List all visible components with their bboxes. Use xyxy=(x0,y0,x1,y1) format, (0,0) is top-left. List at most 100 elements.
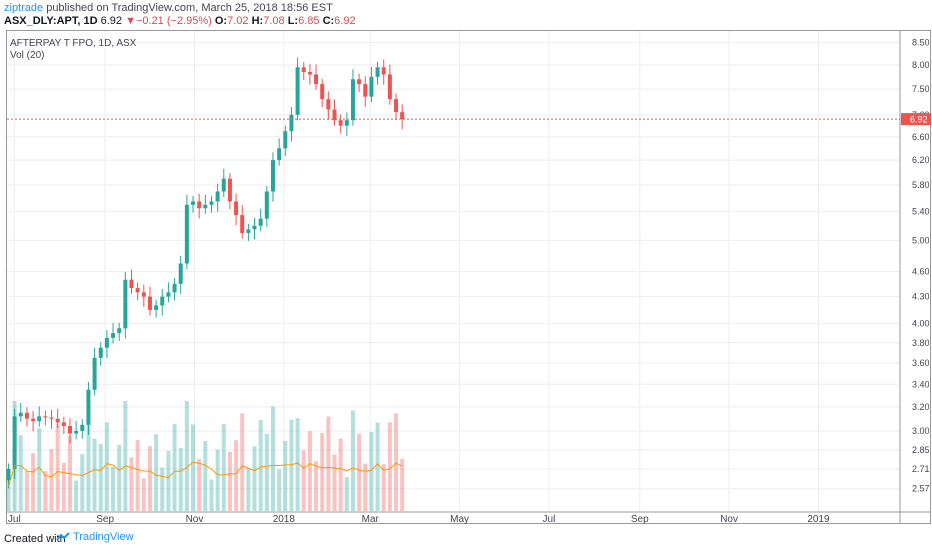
price-tick-label: 6.60 xyxy=(912,132,930,142)
candle[interactable] xyxy=(117,328,122,334)
candle[interactable] xyxy=(400,112,405,120)
candle[interactable] xyxy=(74,430,79,434)
chart-pane[interactable] xyxy=(6,30,931,524)
symbol-legend: AFTERPAY T FPO, 1D, ASX xyxy=(10,38,137,49)
candle[interactable] xyxy=(37,416,42,422)
time-tick-label: Sep xyxy=(96,514,114,525)
candle[interactable] xyxy=(234,201,239,216)
candle[interactable] xyxy=(197,201,202,209)
candle[interactable] xyxy=(338,120,343,126)
candle[interactable] xyxy=(350,79,355,121)
volume-bar xyxy=(178,447,183,511)
candle[interactable] xyxy=(191,201,196,205)
candle[interactable] xyxy=(221,178,226,192)
candle[interactable] xyxy=(270,160,275,192)
candle[interactable] xyxy=(258,218,263,226)
change-down-icon: ▼ xyxy=(125,15,136,27)
candle[interactable] xyxy=(141,292,146,297)
volume-bar xyxy=(191,424,196,511)
candle[interactable] xyxy=(227,178,232,202)
candle[interactable] xyxy=(344,120,349,126)
volume-bar xyxy=(172,423,177,511)
candle[interactable] xyxy=(6,468,11,481)
candle[interactable] xyxy=(18,412,23,417)
candle[interactable] xyxy=(178,263,183,284)
candle[interactable] xyxy=(184,204,189,264)
candle[interactable] xyxy=(92,357,97,390)
candle[interactable] xyxy=(166,292,171,297)
candle[interactable] xyxy=(326,99,331,110)
candle[interactable] xyxy=(277,148,282,161)
volume-bar xyxy=(270,406,275,511)
volume-ma-line xyxy=(7,461,403,487)
volume-bar xyxy=(197,459,202,511)
volume-bar xyxy=(117,444,122,511)
volume-bar xyxy=(234,440,239,511)
candle[interactable] xyxy=(209,201,214,205)
open-value: 7.02 xyxy=(227,15,249,27)
candle[interactable] xyxy=(123,279,128,329)
candle[interactable] xyxy=(24,412,29,419)
low-label: L: xyxy=(287,15,299,27)
price-tick-label: 6.20 xyxy=(912,155,930,165)
volume-bar xyxy=(92,438,97,511)
volume-bar xyxy=(369,432,374,511)
candle[interactable] xyxy=(98,347,103,358)
candle[interactable] xyxy=(80,424,85,431)
candle[interactable] xyxy=(314,74,319,85)
candle[interactable] xyxy=(252,225,257,230)
volume-bar xyxy=(344,477,349,511)
volume-bar xyxy=(49,449,54,511)
price-tick-label: 7.50 xyxy=(912,84,930,94)
candle[interactable] xyxy=(55,418,60,423)
candle[interactable] xyxy=(264,191,269,219)
candle[interactable] xyxy=(86,389,91,425)
tradingview-brand[interactable]: TradingView xyxy=(56,531,134,543)
time-tick-label: Jul xyxy=(8,514,21,525)
candle[interactable] xyxy=(307,72,312,75)
candle[interactable] xyxy=(301,67,306,73)
candle[interactable] xyxy=(67,426,72,434)
candle[interactable] xyxy=(363,84,368,97)
candle[interactable] xyxy=(357,79,362,85)
candle[interactable] xyxy=(147,296,152,310)
volume-bar xyxy=(141,478,146,511)
volume-bar xyxy=(227,451,232,511)
candle[interactable] xyxy=(332,109,337,121)
candle[interactable] xyxy=(283,131,288,149)
candle[interactable] xyxy=(215,191,220,202)
candle[interactable] xyxy=(160,296,165,306)
candle[interactable] xyxy=(31,418,36,422)
candle[interactable] xyxy=(49,417,54,419)
price-tick-label: 2.57 xyxy=(912,484,930,494)
candle[interactable] xyxy=(295,67,300,115)
volume-bar xyxy=(86,401,91,511)
candle[interactable] xyxy=(154,305,159,310)
candle[interactable] xyxy=(320,84,325,100)
candle[interactable] xyxy=(375,67,380,77)
volume-bar xyxy=(135,440,140,511)
volume-bar xyxy=(111,466,116,511)
candle[interactable] xyxy=(387,74,392,100)
price-tick-label: 5.80 xyxy=(912,180,930,190)
candle[interactable] xyxy=(43,416,48,418)
candle[interactable] xyxy=(172,283,177,293)
candle[interactable] xyxy=(246,229,251,233)
candle[interactable] xyxy=(111,333,116,338)
candle[interactable] xyxy=(289,114,294,132)
candle[interactable] xyxy=(129,279,134,289)
price-tick-label: 3.20 xyxy=(912,402,930,412)
candle[interactable] xyxy=(104,337,109,348)
candle[interactable] xyxy=(369,76,374,97)
candle[interactable] xyxy=(135,288,140,293)
candle[interactable] xyxy=(61,422,66,427)
candle[interactable] xyxy=(203,204,208,209)
author-link[interactable]: ziptrade xyxy=(4,2,44,14)
candle[interactable] xyxy=(381,67,386,75)
candle[interactable] xyxy=(12,416,17,469)
candle[interactable] xyxy=(240,215,245,233)
volume-bar xyxy=(387,422,392,511)
candle[interactable] xyxy=(394,99,399,113)
price-tick-label: 4.60 xyxy=(912,266,930,276)
